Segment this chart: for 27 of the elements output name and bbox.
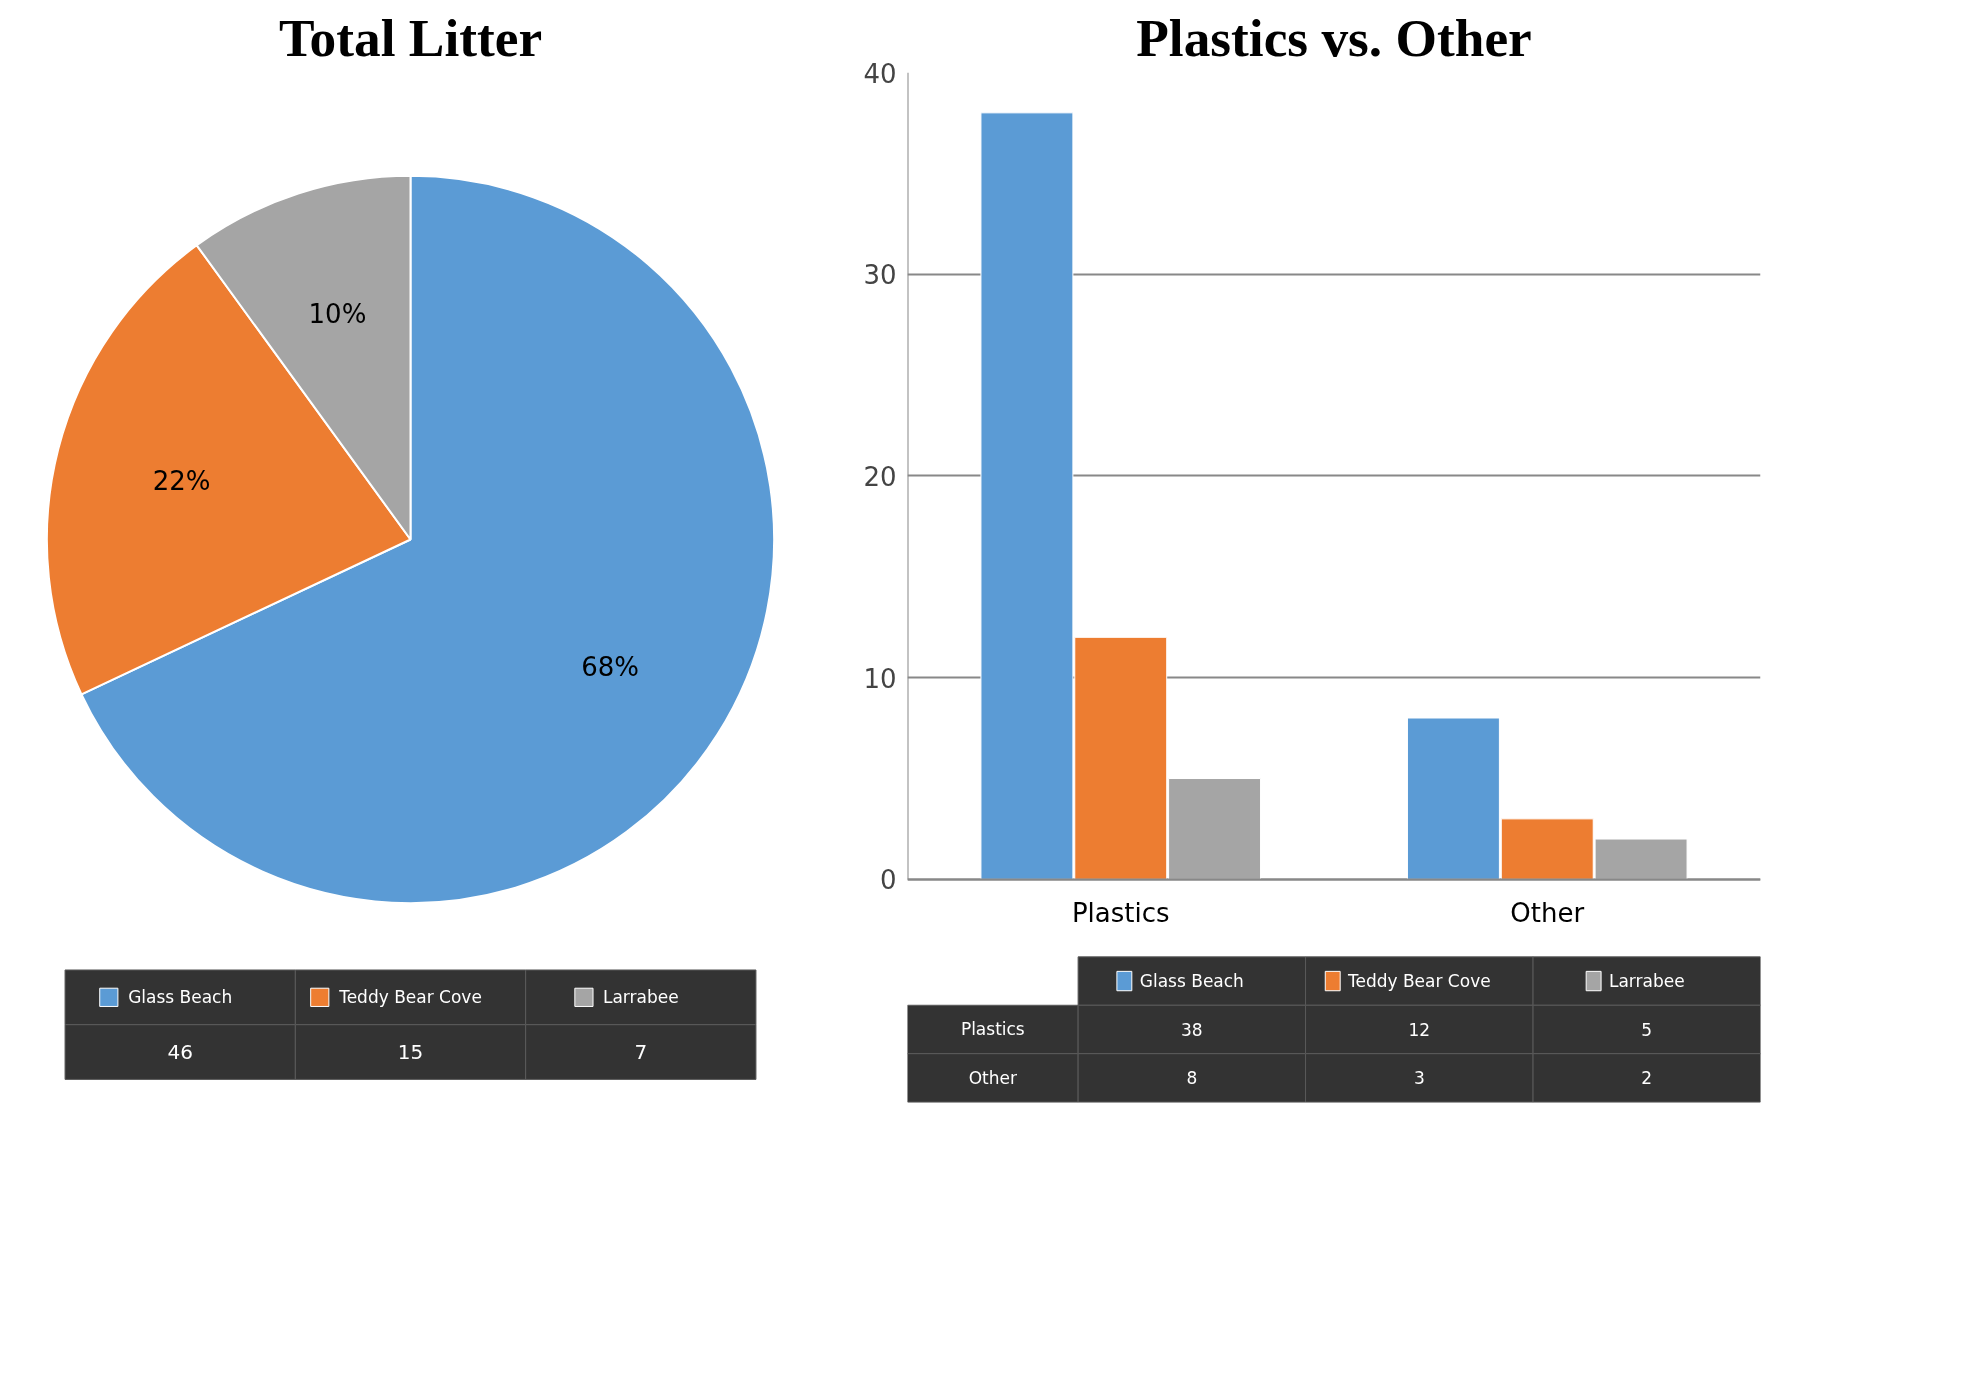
text: 38 xyxy=(1181,1019,1203,1040)
data-label: 68% xyxy=(581,651,639,682)
chart-title: Total Litter xyxy=(278,7,543,68)
legend-label: Glass Beach xyxy=(128,987,233,1008)
text: 3 xyxy=(1413,1068,1425,1089)
category-label: Other xyxy=(968,1067,1017,1088)
data-label: 22% xyxy=(152,465,211,496)
text: 8 xyxy=(1186,1068,1198,1089)
text: 7 xyxy=(634,1040,648,1065)
text: 2 xyxy=(1641,1068,1653,1089)
text: 12 xyxy=(1408,1019,1431,1040)
y-tick-label: 20 xyxy=(863,461,897,492)
text: 15 xyxy=(397,1040,424,1065)
y-tick-label: 10 xyxy=(863,663,897,694)
text: 5 xyxy=(1641,1019,1653,1040)
category-label: Plastics xyxy=(960,1019,1025,1040)
legend-label: Teddy Bear Cove xyxy=(338,987,482,1008)
legend-label: Larrabee xyxy=(1608,971,1685,992)
legend-label: Glass Beach xyxy=(1139,971,1244,992)
legend-label: Teddy Bear Cove xyxy=(1346,971,1491,992)
text: 46 xyxy=(167,1040,193,1065)
chart-title: Plastics vs. Other xyxy=(1136,7,1532,68)
y-tick-label: 0 xyxy=(879,865,897,896)
legend-label: Larrabee xyxy=(602,987,679,1008)
y-tick-label: 30 xyxy=(863,260,897,291)
y-tick-label: 40 xyxy=(863,58,897,89)
data-label: 10% xyxy=(308,298,367,329)
